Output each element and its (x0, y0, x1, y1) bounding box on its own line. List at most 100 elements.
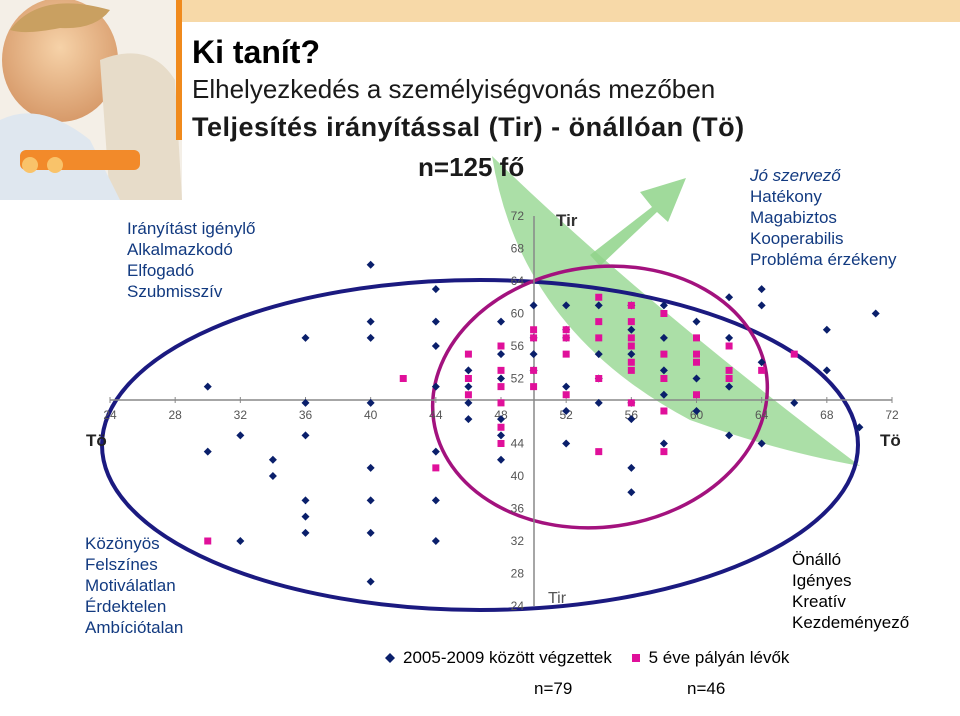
blue-diamond-point (366, 333, 375, 342)
pink-square-point (562, 350, 570, 358)
quadrant-trait: Ambíciótalan (85, 618, 184, 637)
pink-square-point (660, 350, 668, 358)
pink-square-point (464, 350, 472, 358)
blue-diamond-point (366, 496, 375, 505)
x-tick-label: 68 (820, 408, 834, 422)
blue-diamond-point (659, 439, 668, 448)
pink-square-point (660, 375, 668, 382)
n-pink-count: n=46 (687, 679, 726, 698)
blue-diamond-point (497, 415, 505, 424)
x-tick-label: 36 (299, 408, 313, 422)
y-tick-label: 68 (511, 242, 525, 256)
blue-diamond-point (627, 463, 636, 472)
y-tick-label: 44 (511, 437, 525, 451)
pink-square-point (627, 366, 635, 374)
blue-diamond-point (431, 496, 440, 505)
blue-diamond-point (366, 260, 375, 269)
y-tick-label: 24 (511, 599, 525, 613)
blue-diamond-point (822, 366, 831, 375)
blue-diamond-point (692, 317, 701, 326)
blue-diamond-point (431, 342, 440, 350)
blue-diamond-point (594, 301, 603, 310)
pink-square-point (595, 448, 603, 456)
blue-diamond-point (464, 382, 473, 391)
direction-wedge (492, 156, 860, 466)
quadrant-trait: Önálló (792, 550, 842, 569)
quadrant-trait: Magabiztos (750, 208, 837, 227)
pink-square-point (660, 448, 668, 456)
quadrant-trait: Közönyös (85, 534, 160, 553)
blue-diamond-point (562, 439, 571, 448)
x-tick-label: 64 (755, 408, 769, 422)
blue-diamond-point (790, 398, 799, 407)
outer-ellipse (100, 278, 860, 612)
blue-diamond-point (725, 293, 734, 302)
blue-diamond-point (301, 431, 310, 440)
axis-annotations: Tir Tir Tö Tö (86, 211, 901, 607)
blue-diamond-point (562, 382, 571, 391)
blue-diamond-point (692, 407, 701, 415)
pink-square-point (399, 375, 407, 382)
pink-square-point (693, 350, 700, 358)
pink-square-point (693, 334, 700, 342)
pink-square-point (595, 375, 603, 382)
blue-diamond-point (627, 415, 636, 424)
blue-diamond-point (757, 301, 766, 310)
quadrant-trait: Irányítást igénylő (127, 219, 256, 238)
blue-diamond-point (725, 431, 734, 440)
pink-square-point (627, 318, 635, 326)
direction-arrow-head (590, 178, 686, 266)
blue-diamond-point (871, 309, 880, 318)
blue-diamond-point (366, 398, 375, 407)
legend-label: 2005-2009 között végzettek (403, 648, 612, 667)
y-axis-name-top: Tir (556, 211, 578, 230)
quadrant-bottom-left-label: Közönyös Felszínes Motiválatlan Érdektel… (85, 533, 183, 638)
y-tick-label: 52 (511, 372, 525, 386)
pink-square-point (562, 334, 570, 342)
blue-diamond-point (627, 488, 636, 497)
blue-diamond-point (236, 431, 245, 440)
blue-diamond-point (464, 366, 473, 375)
blue-diamond-point (725, 382, 734, 391)
blue-diamond-point (529, 350, 538, 359)
blue-diamond-point (659, 366, 668, 375)
blue-diamond-point (822, 325, 831, 334)
quadrant-trait: Kezdeményező (792, 613, 910, 632)
blue-diamond-point (366, 577, 375, 586)
pink-square-point (497, 423, 505, 431)
blue-diamond-point (497, 350, 505, 359)
blue-diamond-point (562, 407, 571, 415)
legend-item-pink: 5 éve pályán lévők (631, 648, 790, 668)
blue-diamond-point (268, 472, 277, 480)
quadrant-trait: Probléma érzékeny (750, 250, 897, 269)
quadrant-trait: Hatékony (750, 187, 822, 206)
pink-square-point (595, 318, 603, 326)
chart-legend: 2005-2009 között végzettek 5 éve pályán … (385, 648, 803, 668)
quadrant-trait: Kooperabilis (750, 229, 844, 248)
blue-diamond-point (301, 333, 310, 342)
square-marker-icon (631, 654, 640, 662)
blue-diamond-point (203, 382, 212, 391)
blue-diamond-point (497, 374, 505, 383)
pink-square-point (693, 391, 700, 399)
quadrant-trait: Elfogadó (127, 261, 195, 280)
quadrant-trait: Alkalmazkodó (127, 240, 233, 259)
pink-square-point (660, 310, 668, 317)
x-tick-label: 44 (429, 408, 443, 422)
quadrant-trait: Motiválatlan (85, 576, 176, 595)
blue-diamond-point (659, 333, 668, 342)
legend-label: 5 éve pályán lévők (648, 648, 790, 667)
blue-diamond-point (366, 317, 375, 326)
blue-diamond-point (594, 398, 603, 407)
sample-size: n=125 fő (418, 152, 525, 182)
pink-square-point (204, 537, 212, 545)
x-axis-name-left: Tö (86, 431, 107, 450)
quadrant-trait: Kreatív (792, 592, 846, 611)
blue-diamond-point (627, 325, 636, 334)
inner-ellipse (430, 264, 770, 530)
y-tick-label: 72 (511, 209, 525, 223)
pink-square-point (627, 342, 635, 350)
pink-square-point (693, 358, 700, 366)
x-tick-label: 24 (103, 408, 117, 422)
pink-square-point (725, 366, 733, 374)
